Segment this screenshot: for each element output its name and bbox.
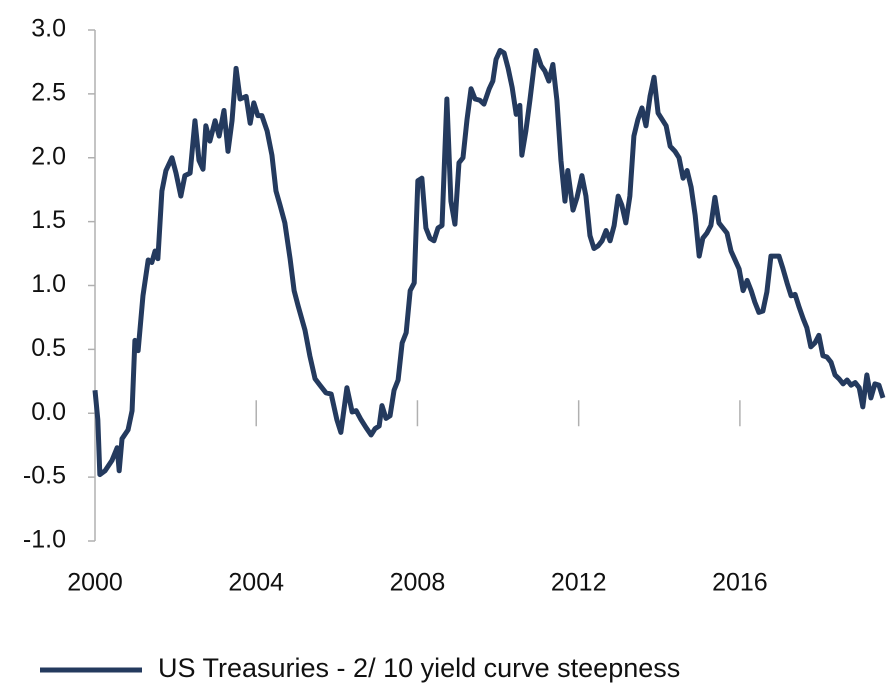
y-tick-label: 0.5 — [31, 334, 66, 362]
x-tick-label: 2008 — [390, 569, 446, 597]
legend-label: US Treasuries - 2/ 10 yield curve steepn… — [158, 653, 680, 683]
y-tick-label: -1.0 — [23, 526, 66, 554]
y-tick-label: -0.5 — [23, 462, 66, 490]
y-tick-label: 0.0 — [31, 398, 66, 426]
data-line — [92, 47, 886, 478]
x-tick-label: 2004 — [228, 569, 284, 597]
y-tick-label: 1.5 — [31, 206, 66, 234]
y-tick-label: 2.5 — [31, 78, 66, 106]
y-tick-label: 3.0 — [31, 15, 66, 43]
x-tick-label: 2012 — [551, 569, 607, 597]
x-tick-label: 2000 — [67, 569, 123, 597]
y-tick-label: 2.0 — [31, 142, 66, 170]
y-tick-label: 1.0 — [31, 270, 66, 298]
x-tick-label: 2016 — [712, 569, 768, 597]
